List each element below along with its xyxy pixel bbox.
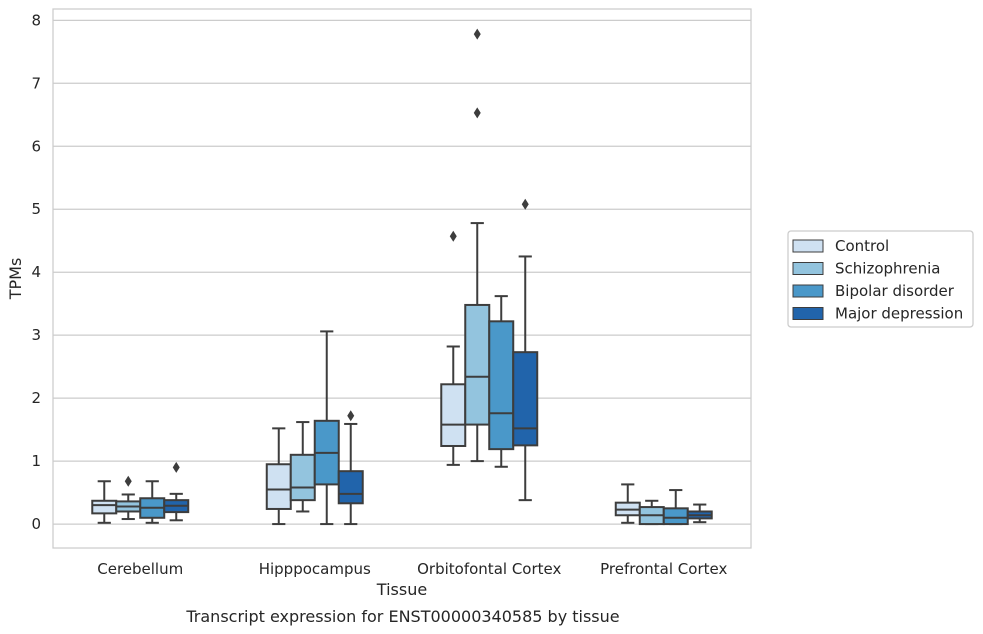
- x-tick-label: Cerebellum: [97, 560, 183, 578]
- x-tick-labels: Cerebellum Hipppocampus Orbitofontal Corte…: [97, 560, 727, 578]
- legend-label: Major depression: [835, 305, 963, 323]
- y-tick-label: 2: [31, 389, 41, 407]
- iqr-box: [512, 351, 539, 447]
- legend-swatch: [792, 262, 824, 275]
- y-tick-label: 7: [31, 74, 41, 92]
- outlier-point: [124, 475, 132, 487]
- legend-swatch: [792, 239, 824, 253]
- box-2-0: [440, 230, 467, 466]
- y-tick-label: 4: [31, 263, 41, 281]
- y-axis-title: TPMs: [6, 258, 25, 301]
- x-axis-title: Tissue: [376, 580, 427, 599]
- x-tick-label: Hipppocampus: [259, 560, 371, 578]
- x-tick-label: Prefrontal Cortex: [600, 560, 727, 578]
- y-tick-label: 6: [31, 137, 41, 155]
- box-1-2: [313, 330, 340, 526]
- y-tick-label: 5: [31, 200, 41, 218]
- legend: Control Schizophrenia Bipolar disorder Majo…: [787, 230, 974, 328]
- box-3-0: [614, 483, 641, 524]
- legend-swatch: [792, 284, 824, 298]
- legend-swatch: [792, 307, 824, 320]
- outlier-point: [473, 107, 481, 119]
- iqr-box: [337, 470, 364, 505]
- iqr-box: [289, 453, 316, 502]
- box-1-3: [337, 410, 364, 526]
- outlier-point: [347, 410, 355, 422]
- y-tick-label: 1: [31, 452, 41, 470]
- box-1-0: [265, 427, 292, 526]
- legend-frame: [787, 230, 974, 328]
- box-3-3: [686, 503, 713, 524]
- box-3-1: [638, 499, 665, 526]
- box-0-2: [139, 480, 166, 524]
- plot-frame: [52, 8, 752, 549]
- box-3-2: [662, 489, 689, 526]
- iqr-box: [464, 303, 491, 426]
- box-0-1: [115, 475, 142, 521]
- outlier-point: [449, 230, 457, 242]
- figure-caption: Transcript expression for ENST0000034058…: [185, 607, 619, 626]
- iqr-box: [662, 507, 689, 526]
- iqr-box: [488, 320, 515, 451]
- box-2-3: [512, 198, 539, 502]
- iqr-box: [265, 463, 292, 510]
- y-tick-labels: 0 1 2 3 4 5 6 7 8: [31, 11, 41, 533]
- legend-label: Bipolar disorder: [835, 282, 955, 300]
- x-tick-label: Orbitofontal Cortex: [417, 560, 561, 578]
- box-2-2: [488, 295, 515, 468]
- box-0-3: [163, 461, 190, 522]
- box-0-0: [91, 480, 118, 524]
- y-tick-label: 0: [31, 515, 41, 533]
- y-tick-label: 8: [31, 11, 41, 29]
- legend-label: Schizophrenia: [835, 260, 940, 278]
- outlier-point: [172, 461, 180, 473]
- iqr-box: [440, 383, 467, 447]
- box-layer: [91, 28, 713, 526]
- y-tick-label: 3: [31, 326, 41, 344]
- legend-label: Control: [835, 237, 889, 255]
- grid-layer: [53, 19, 751, 525]
- box-1-1: [289, 421, 316, 513]
- iqr-box: [91, 499, 118, 515]
- outlier-point: [473, 28, 481, 40]
- outlier-point: [521, 198, 529, 210]
- box-2-1: [464, 28, 491, 463]
